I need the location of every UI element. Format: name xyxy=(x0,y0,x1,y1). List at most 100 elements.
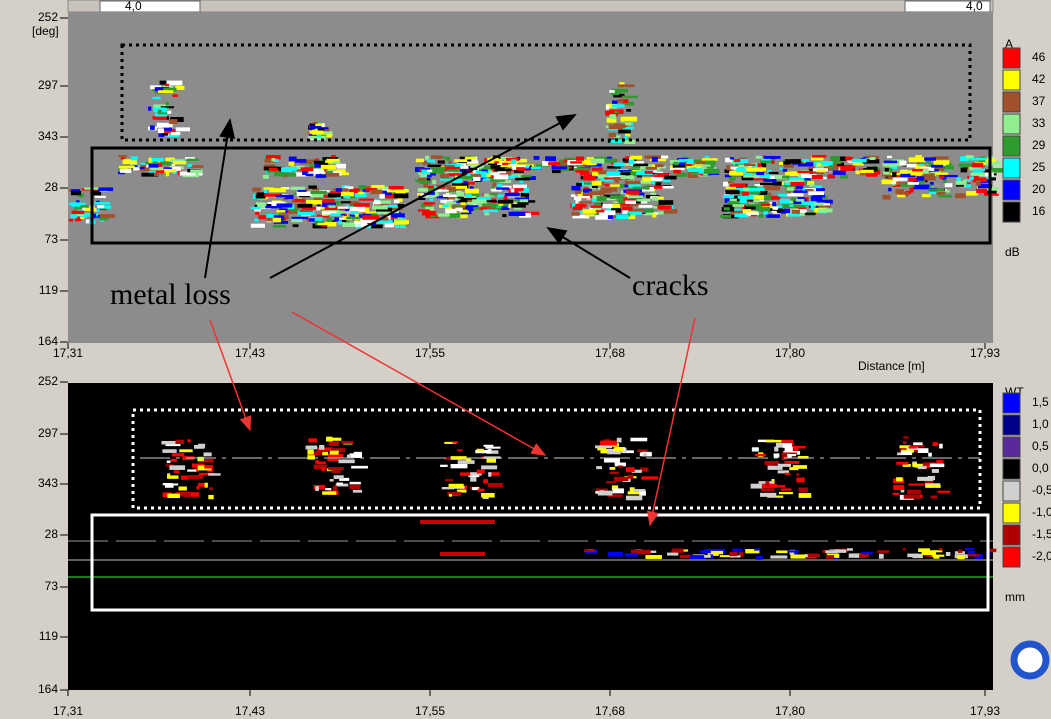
scan-pixel xyxy=(489,172,499,176)
scan-pixel xyxy=(328,467,344,471)
arrow xyxy=(546,226,631,279)
scan-pixel xyxy=(370,189,383,195)
scan-pixel xyxy=(319,161,329,167)
scan-pixel xyxy=(703,168,720,174)
scan-pixel xyxy=(638,205,653,208)
scan-pixel xyxy=(892,172,897,177)
scan-pixel xyxy=(443,194,460,198)
y-tick-label: 119 xyxy=(39,629,58,643)
scan-pixel xyxy=(313,464,328,470)
scan-pixel xyxy=(444,165,455,168)
scan-pixel xyxy=(511,204,526,208)
scan-pixel xyxy=(639,490,646,496)
scan-pixel xyxy=(473,207,480,210)
scan-pixel xyxy=(130,156,138,161)
scan-pixel xyxy=(166,475,179,479)
scan-pixel xyxy=(613,93,625,98)
scan-pixel xyxy=(900,488,905,493)
scan-pixel xyxy=(760,163,767,168)
scan-pixel xyxy=(966,177,971,183)
x-tick-label: 17,55 xyxy=(415,346,445,360)
scan-pixel xyxy=(71,190,82,196)
scan-pixel xyxy=(489,193,498,196)
scan-pixel xyxy=(533,156,540,160)
scan-pixel xyxy=(297,203,313,208)
legend-swatch xyxy=(1002,414,1021,436)
scan-pixel xyxy=(818,204,832,208)
scan-pixel xyxy=(349,192,367,198)
legend-label: 29 xyxy=(1032,138,1046,152)
scan-pixel xyxy=(315,174,327,178)
scan-pixel xyxy=(815,165,819,170)
scan-pixel xyxy=(748,187,765,191)
scan-pixel xyxy=(473,203,478,207)
legend-swatch xyxy=(1002,458,1021,480)
scan-pixel xyxy=(907,553,918,558)
y-tick-label: 252 xyxy=(38,374,58,388)
scan-pixel xyxy=(309,125,320,129)
scan-pixel xyxy=(497,185,512,189)
scan-pixel xyxy=(311,188,320,192)
scan-pixel xyxy=(313,197,323,202)
scan-pixel xyxy=(164,83,170,87)
scan-pixel xyxy=(829,549,847,553)
scan-pixel xyxy=(264,158,279,163)
legend-label: -2,0 xyxy=(1032,549,1051,563)
scan-pixel xyxy=(317,128,325,131)
scan-pixel xyxy=(165,443,181,447)
scan-pixel xyxy=(441,176,454,181)
scan-pixel xyxy=(611,104,625,108)
scan-pixel xyxy=(481,465,498,470)
scan-pixel xyxy=(288,211,299,214)
scan-pixel xyxy=(725,186,737,189)
scan-pixel xyxy=(649,185,663,189)
scan-pixel xyxy=(465,193,472,198)
scan-pixel xyxy=(350,206,366,212)
legend-label: 42 xyxy=(1032,72,1046,86)
scan-pixel xyxy=(384,193,398,199)
scan-pixel xyxy=(927,188,945,191)
ring-icon[interactable] xyxy=(1010,640,1050,680)
scan-pixel xyxy=(327,193,341,198)
scan-pixel xyxy=(636,198,651,202)
scan-pixel xyxy=(208,494,214,500)
scan-pixel xyxy=(812,193,826,198)
value-box[interactable] xyxy=(99,0,201,13)
scan-pixel xyxy=(609,471,620,475)
scan-pixel xyxy=(678,159,694,163)
scan-pixel xyxy=(779,198,790,204)
scan-pixel xyxy=(967,554,980,557)
scan-pixel xyxy=(784,472,791,475)
scan-pixel xyxy=(458,199,468,203)
scan-pixel xyxy=(813,202,824,206)
scan-pixel xyxy=(440,552,485,556)
scan-pixel xyxy=(468,474,480,478)
scan-pixel xyxy=(781,452,797,456)
scan-pixel xyxy=(686,165,702,170)
scan-pixel xyxy=(658,166,667,169)
scan-pixel xyxy=(570,194,576,197)
scan-pixel xyxy=(520,175,532,178)
scan-pixel xyxy=(187,439,191,443)
scan-pixel xyxy=(973,168,986,171)
scan-pixel xyxy=(353,203,370,207)
legend-label: 0,0 xyxy=(1032,461,1049,475)
scan-pixel xyxy=(607,449,621,455)
scan-pixel xyxy=(375,200,391,204)
scan-pixel xyxy=(162,482,173,486)
scan-pixel xyxy=(672,548,684,553)
scan-pixel xyxy=(787,189,791,194)
scan-pixel xyxy=(187,475,204,479)
scan-pixel xyxy=(908,483,925,486)
scan-pixel xyxy=(497,199,514,204)
scan-pixel xyxy=(576,182,582,187)
scan-pixel xyxy=(758,198,764,202)
scan-pixel xyxy=(455,207,463,211)
scan-pixel xyxy=(570,161,582,164)
scan-pixel xyxy=(573,196,582,200)
scan-pixel xyxy=(766,214,781,218)
crack-region xyxy=(90,513,990,612)
scan-pixel xyxy=(397,198,403,202)
scan-pixel xyxy=(755,155,763,159)
scan-pixel xyxy=(613,135,621,138)
